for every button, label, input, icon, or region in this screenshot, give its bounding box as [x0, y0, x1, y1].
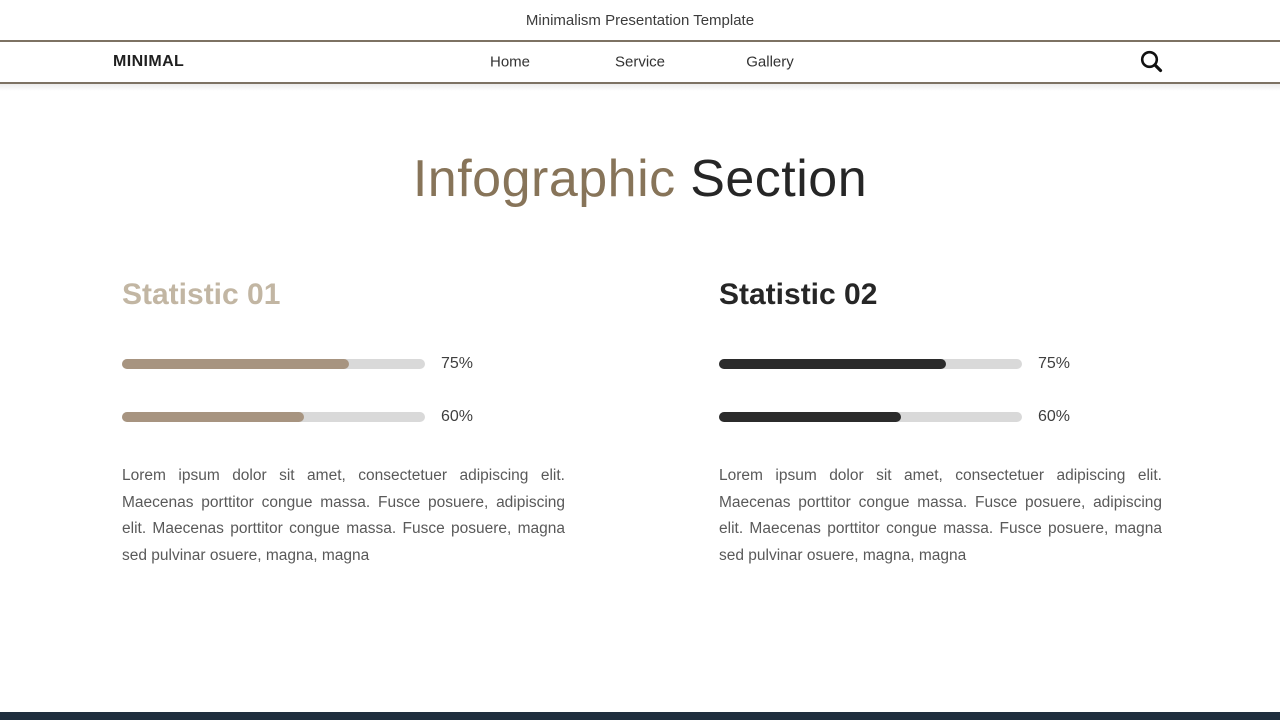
progress-fill — [122, 358, 350, 369]
progress-track — [122, 358, 425, 369]
template-title: Minimalism Presentation Template — [525, 11, 755, 29]
nav-links: Home Service Gallery — [445, 54, 835, 71]
progress-row: 60% — [122, 406, 565, 427]
navbar: MINIMAL Home Service Gallery — [0, 42, 1280, 84]
progress-bars: 75% 60% — [719, 353, 1162, 427]
nav-item-service[interactable]: Service — [614, 53, 666, 71]
stat-title: Statistic 02 — [719, 278, 878, 311]
stat-title: Statistic 01 — [122, 278, 281, 311]
progress-fill — [719, 358, 947, 369]
stat-columns: Statistic 01 75% 60% Lorem ipsum dolor s… — [0, 275, 1280, 569]
progress-label: 75% — [1038, 354, 1071, 372]
progress-track — [719, 358, 1022, 369]
progress-row: 60% — [719, 406, 1162, 427]
page-title-rest: Section — [690, 150, 868, 208]
progress-track — [719, 411, 1022, 422]
stat-column-1: Statistic 01 75% 60% Lorem ipsum dolor s… — [122, 275, 565, 569]
magnifier-glyph — [1140, 50, 1163, 73]
stat-paragraph: Lorem ipsum dolor sit amet, consectetuer… — [122, 467, 565, 564]
progress-label: 60% — [441, 407, 474, 425]
progress-track — [122, 411, 425, 422]
nav-item-home[interactable]: Home — [489, 53, 530, 71]
footer-accent-bar — [0, 712, 1280, 720]
page-title-accent: Infographic — [412, 150, 676, 208]
progress-label: 60% — [1038, 407, 1071, 425]
nav-item-gallery[interactable]: Gallery — [746, 53, 794, 71]
stat-column-2: Statistic 02 75% 60% Lorem ipsum dolor s… — [719, 275, 1162, 569]
progress-fill — [719, 411, 901, 422]
nav-shadow — [0, 84, 1280, 91]
top-strip: Minimalism Presentation Template — [0, 0, 1280, 42]
progress-row: 75% — [719, 353, 1162, 374]
search-icon[interactable] — [1138, 48, 1166, 76]
progress-bars: 75% 60% — [122, 353, 565, 427]
brand-logo[interactable]: MINIMAL — [113, 53, 185, 70]
progress-fill — [122, 411, 304, 422]
stat-paragraph: Lorem ipsum dolor sit amet, consectetuer… — [719, 467, 1162, 564]
progress-row: 75% — [122, 353, 565, 374]
progress-label: 75% — [441, 354, 474, 372]
page-title: Infographic Section — [0, 149, 1280, 209]
